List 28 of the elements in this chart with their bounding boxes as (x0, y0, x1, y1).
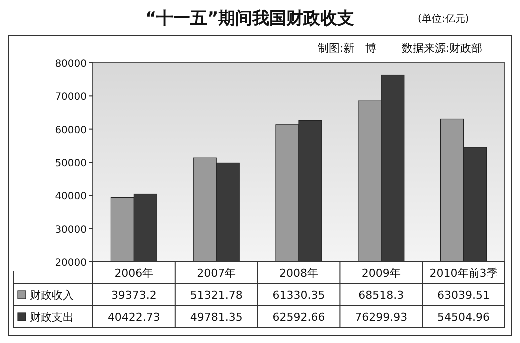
x-tick-label: 2008年 (280, 267, 318, 280)
text: 制图:新 博 (318, 42, 377, 55)
chart-title: “十一五”期间我国财政收支 (145, 9, 355, 29)
y-tick-label: 30000 (55, 224, 87, 236)
legend-label: 财政收入 (30, 289, 74, 302)
x-tick-label: 2006年 (114, 267, 154, 280)
data-label: 76299.93 (355, 311, 408, 324)
y-tick-label: 60000 (55, 125, 87, 136)
x-tick-label: 2010年前3季 (430, 267, 498, 280)
x-tick-label: 2009年 (362, 267, 401, 280)
y-tick-label: 50000 (55, 158, 87, 170)
x-tick-label: 2007年 (197, 267, 236, 280)
text: (单位:亿元) (418, 13, 470, 25)
data-label: 40422.73 (108, 311, 160, 324)
y-tick-label: 80000 (55, 59, 87, 70)
data-label: 63039.51 (438, 289, 490, 302)
data-label: 51321.78 (190, 289, 243, 302)
source-note: 数据来源:财政部 (402, 42, 483, 55)
y-tick-label: 40000 (55, 192, 87, 203)
y-tick-label: 20000 (55, 258, 87, 269)
data-label: 39373.2 (111, 289, 157, 302)
y-tick-label: 70000 (55, 92, 87, 104)
legend-label: 财政支出 (30, 311, 74, 324)
data-label: 61330.35 (272, 289, 326, 302)
data-label: 54504.96 (438, 311, 490, 324)
data-label: 68518.3 (358, 289, 404, 302)
data-label: 62592.66 (272, 311, 326, 324)
data-label: 49781.35 (190, 311, 243, 324)
